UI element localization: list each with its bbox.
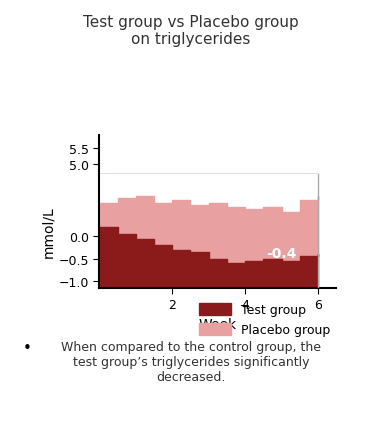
X-axis label: Week: Week — [199, 317, 237, 331]
Text: When compared to the control group, the
test group’s triglycerides significantly: When compared to the control group, the … — [61, 340, 321, 383]
Text: 0.9: 0.9 — [269, 190, 294, 203]
Text: -0.4: -0.4 — [266, 247, 297, 261]
Text: •: • — [23, 340, 32, 355]
Y-axis label: mmol/L: mmol/L — [42, 205, 56, 257]
Text: Test group vs Placebo group
on triglycerides: Test group vs Placebo group on triglycer… — [83, 15, 299, 47]
Legend: Test group, Placebo group: Test group, Placebo group — [199, 303, 330, 336]
